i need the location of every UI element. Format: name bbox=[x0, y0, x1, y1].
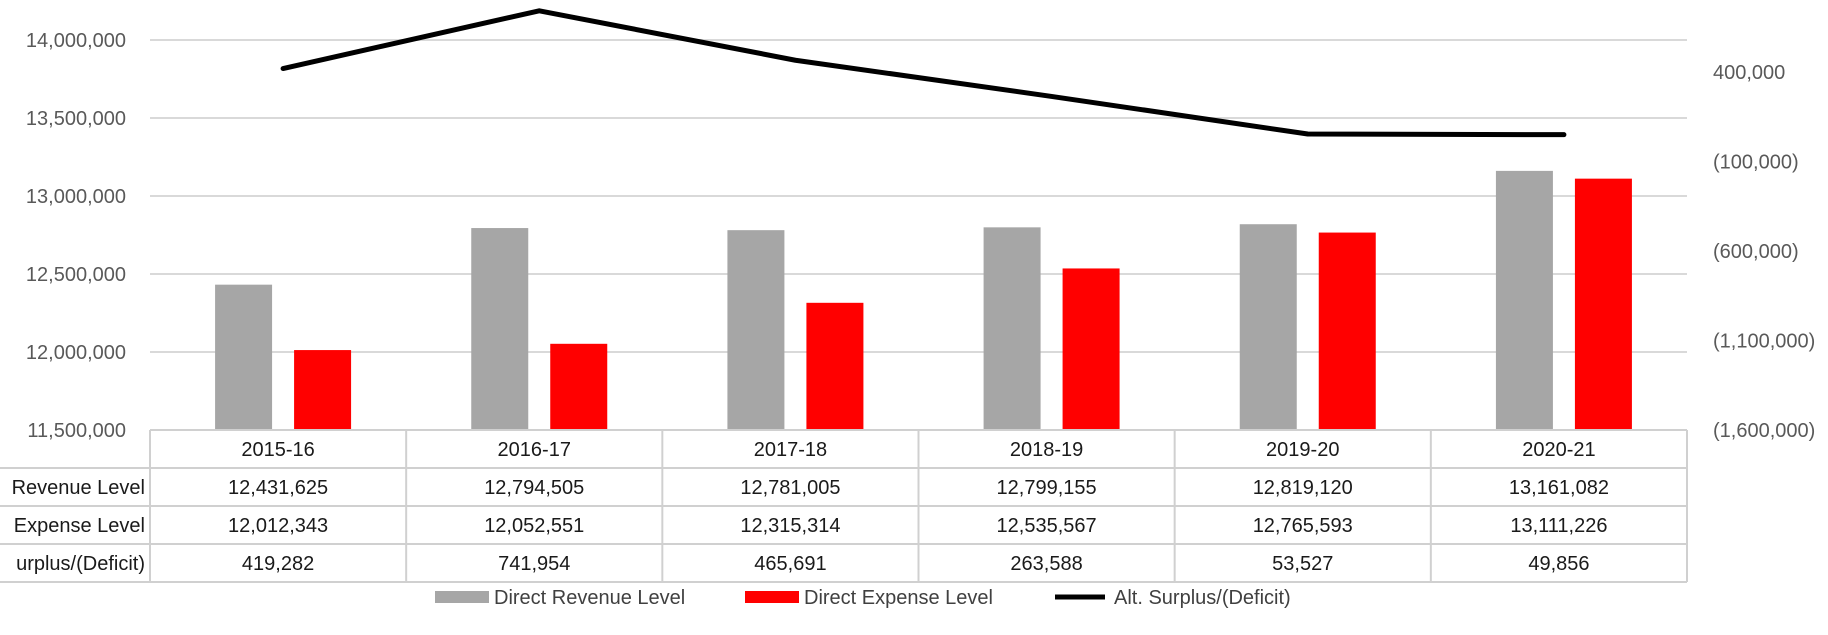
legend-label: Direct Expense Level bbox=[804, 587, 993, 609]
category-label: 2018-19 bbox=[1010, 439, 1083, 461]
legend-label: Direct Revenue Level bbox=[494, 587, 685, 609]
table-value: 12,052,551 bbox=[484, 515, 584, 537]
y-left-tick-label: 11,500,000 bbox=[27, 420, 126, 442]
legend-swatch bbox=[745, 591, 799, 603]
revenue-bar bbox=[1495, 170, 1553, 430]
y-right-tick-label: (1,600,000) bbox=[1713, 420, 1815, 442]
y-right-tick-label: (600,000) bbox=[1713, 241, 1799, 263]
category-label: 2017-18 bbox=[754, 439, 827, 461]
category-label: 2016-17 bbox=[498, 439, 571, 461]
y-left-tick-label: 12,000,000 bbox=[26, 342, 126, 364]
table-value: 465,691 bbox=[754, 553, 826, 575]
y-left-tick-label: 13,000,000 bbox=[26, 186, 126, 208]
table-value: 53,527 bbox=[1272, 553, 1333, 575]
table-value: 13,161,082 bbox=[1509, 477, 1609, 499]
table-value: 49,856 bbox=[1528, 553, 1589, 575]
expense-bar bbox=[806, 302, 864, 430]
revenue-bar bbox=[727, 230, 785, 430]
table-value: 13,111,226 bbox=[1510, 515, 1607, 537]
expense-bar bbox=[294, 350, 352, 430]
table-value: 12,819,120 bbox=[1253, 477, 1353, 499]
surplus-line bbox=[280, 8, 1567, 138]
table-value: 419,282 bbox=[242, 553, 314, 575]
expense-bar bbox=[1062, 268, 1120, 430]
revenue-bar bbox=[215, 284, 273, 430]
y-right-tick-label: 400,000 bbox=[1713, 62, 1785, 84]
expense-bar bbox=[1574, 178, 1632, 430]
revenue-bar bbox=[983, 227, 1041, 430]
legend-swatch bbox=[435, 591, 489, 603]
table-row-label: urplus/(Deficit) bbox=[16, 553, 145, 575]
table-value: 12,781,005 bbox=[740, 477, 840, 499]
table-value: 12,794,505 bbox=[484, 477, 584, 499]
y-left-tick-label: 12,500,000 bbox=[26, 264, 126, 286]
y-left-tick-label: 13,500,000 bbox=[26, 108, 126, 130]
category-label: 2015-16 bbox=[241, 439, 314, 461]
category-label: 2019-20 bbox=[1266, 439, 1339, 461]
table-value: 12,431,625 bbox=[228, 477, 328, 499]
table-value: 741,954 bbox=[498, 553, 570, 575]
category-label: 2020-21 bbox=[1522, 439, 1595, 461]
table-row-label: Expense Level bbox=[14, 515, 145, 537]
expense-bar bbox=[1318, 232, 1376, 430]
table-value: 12,012,343 bbox=[228, 515, 328, 537]
y-right-tick-label: (1,100,000) bbox=[1713, 331, 1815, 353]
table-value: 12,765,593 bbox=[1253, 515, 1353, 537]
table-value: 263,588 bbox=[1010, 553, 1082, 575]
table-value: 12,535,567 bbox=[997, 515, 1097, 537]
table-value: 12,315,314 bbox=[740, 515, 840, 537]
revenue-bar bbox=[1239, 224, 1297, 430]
y-right-tick-label: (100,000) bbox=[1713, 152, 1799, 174]
revenue-bar bbox=[471, 228, 529, 430]
table-row-label: Revenue Level bbox=[12, 477, 145, 499]
legend-label: Alt. Surplus/(Deficit) bbox=[1114, 587, 1291, 609]
y-left-tick-label: 14,000,000 bbox=[26, 30, 126, 52]
table-value: 12,799,155 bbox=[997, 477, 1097, 499]
expense-bar bbox=[550, 343, 608, 430]
